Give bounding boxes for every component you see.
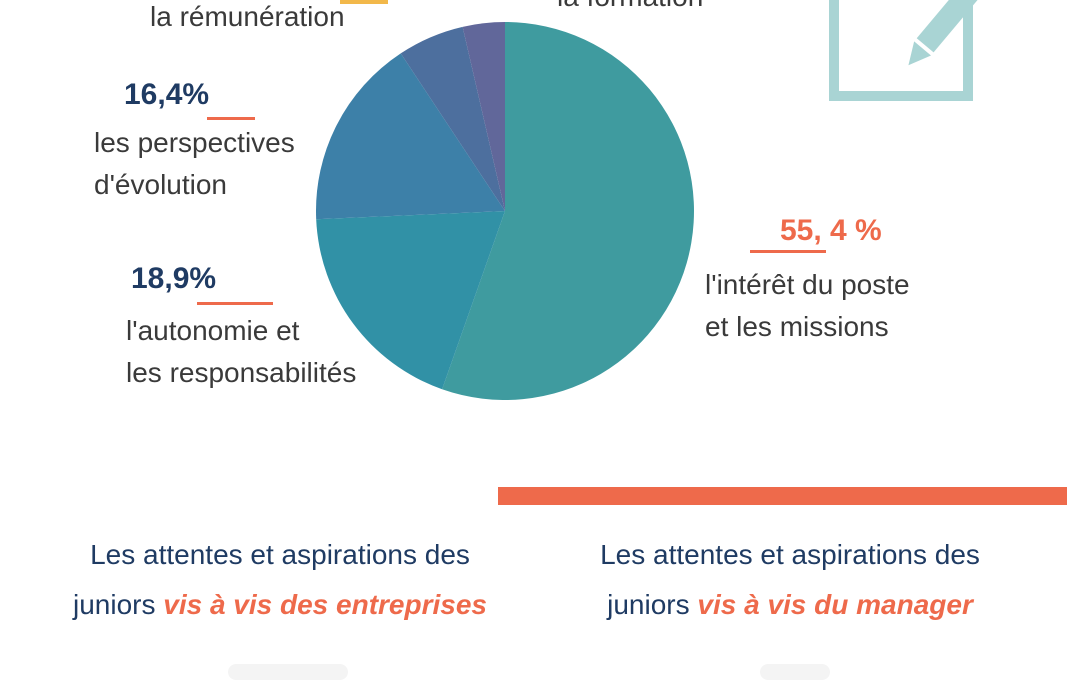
pie-slice-1	[316, 211, 505, 390]
label-interet: l'intérêt du poste et les missions	[705, 269, 910, 342]
value-interet: 55, 4 %	[780, 214, 882, 247]
pie-slice-0	[442, 22, 694, 401]
heading-manager-line2: juniors vis à vis du manager	[530, 580, 1050, 630]
autonomie-underline	[197, 302, 273, 305]
label-remuneration: la rémunération	[150, 1, 345, 32]
cropped-element-right	[760, 664, 830, 680]
pie-slice-4	[462, 22, 505, 211]
perspectives-underline	[207, 117, 255, 120]
heading-entreprises-emphasis: vis à vis des entreprises	[163, 589, 487, 620]
label-perspectives: les perspectives d'évolution	[94, 127, 295, 200]
label-formation: la formation	[557, 0, 703, 18]
value-perspectives: 16,4%	[124, 78, 210, 111]
heading-entreprises-prefix: juniors	[72, 589, 164, 620]
heading-manager-line1: Les attentes et aspirations des	[600, 539, 980, 570]
value-autonomie: 18,9%	[131, 262, 217, 295]
pie-slice-3	[400, 26, 505, 211]
remuneration-underline	[340, 0, 388, 4]
heading-manager-emphasis: vis à vis du manager	[697, 589, 973, 620]
pie-slice-2	[316, 53, 505, 220]
interet-underline	[750, 250, 826, 253]
heading-manager: Les attentes et aspirations des juniors …	[530, 530, 1050, 630]
label-autonomie: l'autonomie et les responsabilités	[126, 315, 357, 388]
heading-entreprises: Les attentes et aspirations des juniors …	[20, 530, 540, 630]
cropped-element-left	[228, 664, 348, 680]
clipboard-pencil-icon	[829, 0, 985, 101]
heading-entreprises-line2: juniors vis à vis des entreprises	[20, 580, 540, 630]
heading-manager-prefix: juniors	[607, 589, 698, 620]
section-divider	[498, 487, 1067, 505]
heading-entreprises-line1: Les attentes et aspirations des	[90, 539, 470, 570]
